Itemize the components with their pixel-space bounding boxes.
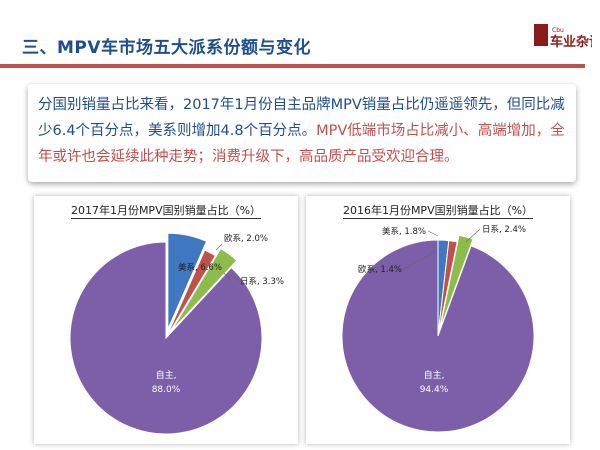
chart-title-2017-text: 2017年1月份MPV国别销量占比（%） — [70, 204, 262, 219]
data-label-value-自主: 88.0% — [152, 385, 181, 395]
data-label-name-自主: 自主, — [156, 369, 177, 381]
data-label-美系: 美系, 1.8% — [382, 226, 426, 237]
pie-slice-欧系 — [437, 240, 458, 337]
pie-chart-2016: 自主, 94.4% 美系, 1.8% 欧系, 1.4% 日系, 2.4% — [341, 224, 535, 433]
pie-slice-欧系 — [165, 249, 217, 339]
pie-slice-日系 — [170, 247, 238, 332]
summary-text-blue: 分国别销量占比来看，2017年1月份自主品牌MPV销量占比仍遥遥领先，但同比减少… — [38, 97, 565, 139]
chart-2017: 自主, 88.0% 美系, 6.6% 欧系, 2.0% 日系, 3.3% 2017年1月… — [34, 196, 298, 444]
leader-line-日系 — [465, 228, 481, 243]
leader-line-日系 — [233, 275, 241, 282]
summary-text-red: MPV低端市场占比减小、高端增加，全年或许也会延续此种走势；消费升级下，高品质产… — [38, 123, 565, 165]
leader-line-欧系 — [215, 243, 223, 251]
pie-slice-自主 — [341, 239, 535, 433]
logo-text: 车业杂谈 — [550, 34, 592, 50]
data-label-value-自主: 94.4% — [420, 385, 449, 395]
logo-line1: Cbu — [552, 27, 564, 34]
data-label-日系: 日系, 2.4% — [482, 224, 526, 235]
summary-callout: 分国别销量占比来看，2017年1月份自主品牌MPV销量占比仍遥遥领先，但同比减少… — [28, 84, 576, 182]
page-title: 三、MPV车市场五大派系份额与变化 — [22, 38, 312, 58]
brand-logo: Cbu 车业杂谈 — [534, 24, 592, 50]
data-label-name-自主: 自主, — [424, 369, 445, 381]
pie-chart-2017: 自主, 88.0% 美系, 6.6% 欧系, 2.0% 日系, 3.3% — [69, 232, 284, 435]
pie-slice-美系 — [167, 232, 208, 330]
pie-slice-日系 — [439, 234, 474, 330]
summary-text: 分国别销量占比来看，2017年1月份自主品牌MPV销量占比仍遥遥领先，但同比减少… — [38, 92, 566, 170]
data-label-美系: 美系, 6.6% — [178, 262, 222, 273]
leader-line-美系 — [427, 230, 439, 237]
title-divider — [0, 64, 585, 68]
logo-mark — [534, 24, 548, 46]
data-label-日系: 日系, 3.3% — [240, 276, 284, 287]
data-label-欧系: 欧系, 2.0% — [224, 233, 268, 244]
chart-title-2016: 2016年1月份MPV国别销量占比（%） — [306, 202, 570, 219]
leader-line-美系 — [223, 272, 231, 281]
leader-line-欧系 — [403, 250, 437, 270]
chart-title-2017: 2017年1月份MPV国别销量占比（%） — [34, 202, 298, 219]
chart-2016: 自主, 94.4% 美系, 1.8% 欧系, 1.4% 日系, 2.4% 2016年1月… — [306, 196, 570, 444]
pie-slice-自主 — [69, 241, 263, 435]
data-label-欧系: 欧系, 1.4% — [358, 264, 402, 275]
chart-title-2016-text: 2016年1月份MPV国别销量占比（%） — [342, 204, 534, 219]
